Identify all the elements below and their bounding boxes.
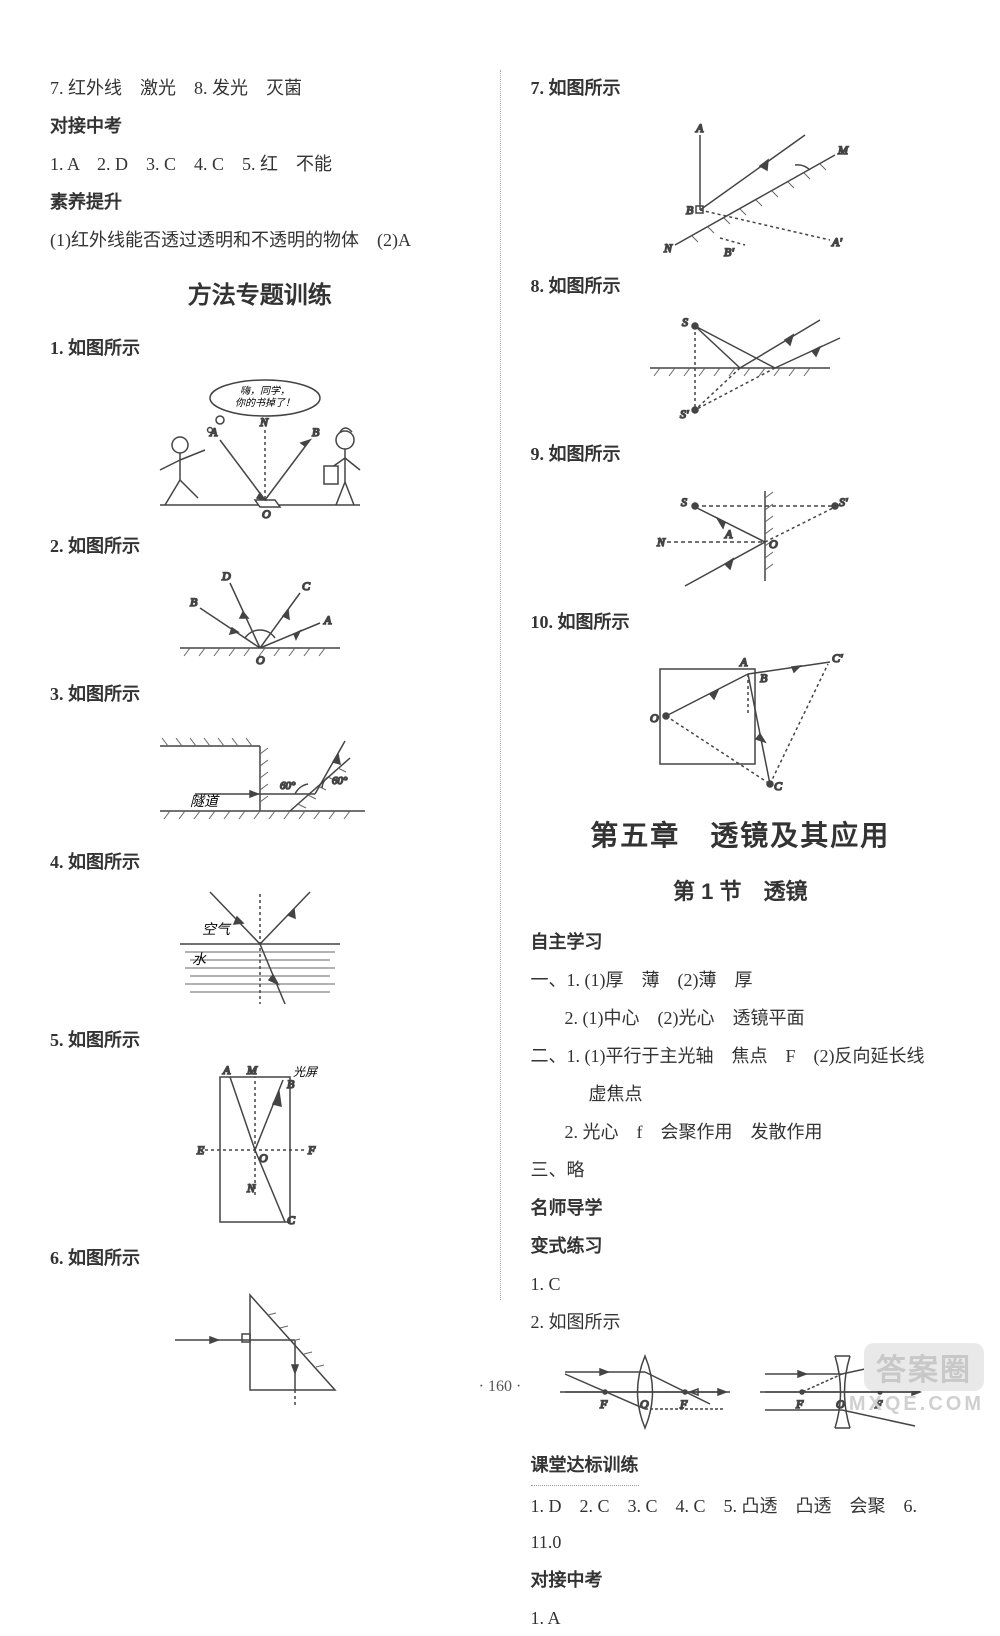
figure-8: S S' <box>620 308 860 428</box>
svg-text:N: N <box>656 535 666 549</box>
svg-text:F: F <box>795 1397 804 1411</box>
text-line: 虚焦点 <box>531 1076 951 1112</box>
text-line: 1. C <box>531 1266 951 1302</box>
text-line: 2. 光心 f 会聚作用 发散作用 <box>531 1114 951 1150</box>
svg-text:60°: 60° <box>332 775 348 787</box>
svg-text:N: N <box>246 1181 256 1195</box>
svg-text:A: A <box>724 527 733 541</box>
chapter-title: 第五章 透镜及其应用 <box>531 808 951 864</box>
heading-msdx: 名师导学 <box>531 1190 951 1226</box>
svg-text:S': S' <box>680 407 689 421</box>
figure-1: O N A B <box>110 370 410 520</box>
question-6: 6. 如图所示 <box>50 1240 470 1276</box>
svg-text:隧道: 隧道 <box>190 794 220 810</box>
question-1: 1. 如图所示 <box>50 330 470 366</box>
text-line: 三、略 <box>531 1152 951 1188</box>
svg-text:M: M <box>246 1063 258 1077</box>
svg-text:D: D <box>221 569 231 583</box>
svg-text:M: M <box>837 143 849 157</box>
right-column: 7. 如图所示 N M A <box>531 70 951 1300</box>
figure-7: N M A A' B B' <box>620 110 860 260</box>
heading-djzk: 对接中考 <box>50 108 470 144</box>
svg-text:A: A <box>695 121 704 135</box>
text-line: 2. 如图所示 <box>531 1304 951 1340</box>
figure-2: O B D A C <box>150 568 370 668</box>
svg-text:C: C <box>287 1213 296 1227</box>
text-line: 7. 红外线 激光 8. 发光 灭菌 <box>50 70 470 106</box>
question-8: 8. 如图所示 <box>531 268 951 304</box>
svg-text:N: N <box>663 241 673 255</box>
svg-text:B': B' <box>724 245 734 259</box>
svg-text:B: B <box>287 1077 295 1091</box>
svg-text:空气: 空气 <box>202 922 232 938</box>
text-line: (1)红外线能否透过透明和不透明的物体 (2)A <box>50 222 470 258</box>
svg-text:B: B <box>190 595 198 609</box>
question-9: 9. 如图所示 <box>531 436 951 472</box>
svg-text:O: O <box>650 711 659 725</box>
svg-text:60°: 60° <box>280 780 296 792</box>
svg-text:O: O <box>256 653 265 667</box>
watermark: 答案圈 MXQE.COM <box>849 1343 984 1416</box>
subsection-title: 第 1 节 透镜 <box>531 870 951 914</box>
column-divider <box>500 70 501 1300</box>
heading-zzxx: 自主学习 <box>531 924 951 960</box>
text-line: 1. D 2. C 3. C 4. C 5. 凸透 凸透 会聚 6. 11.0 <box>531 1488 951 1560</box>
text-line: 1. A 2. D 3. C 4. C 5. 红 不能 <box>50 146 470 182</box>
question-5: 5. 如图所示 <box>50 1022 470 1058</box>
figure-9: S S' N O A <box>625 476 855 596</box>
question-7: 7. 如图所示 <box>531 70 951 106</box>
figure-4: 空气 水 <box>160 884 360 1014</box>
heading-djzk2: 对接中考 <box>531 1562 951 1598</box>
heading-syts: 素养提升 <box>50 184 470 220</box>
svg-text:A: A <box>739 655 748 669</box>
svg-text:F: F <box>599 1397 608 1411</box>
svg-text:A': A' <box>831 235 842 249</box>
svg-text:O: O <box>262 507 271 520</box>
figure-5: E F O A M B N C 光屏 <box>175 1062 345 1232</box>
svg-text:E: E <box>196 1143 205 1157</box>
svg-text:N: N <box>259 415 269 429</box>
svg-text:B: B <box>760 671 768 685</box>
svg-text:你的书掉了！: 你的书掉了！ <box>235 397 295 409</box>
svg-text:C: C <box>302 579 311 593</box>
text-line: 2. (1)中心 (2)光心 透镜平面 <box>531 1000 951 1036</box>
svg-text:A: A <box>222 1063 231 1077</box>
svg-text:S: S <box>682 315 688 329</box>
figure-10: O A B C' C <box>620 644 860 794</box>
question-4: 4. 如图所示 <box>50 844 470 880</box>
text-line: 二、1. (1)平行于主光轴 焦点 F (2)反向延长线 <box>531 1038 951 1074</box>
svg-text:B: B <box>312 425 320 439</box>
svg-text:O: O <box>836 1397 845 1411</box>
svg-text:A: A <box>323 613 332 627</box>
watermark-bottom: MXQE.COM <box>849 1393 984 1416</box>
question-10: 10. 如图所示 <box>531 604 951 640</box>
heading-ktdb: 课堂达标训练 <box>531 1447 951 1486</box>
section-title: 方法专题训练 <box>50 272 470 320</box>
svg-text:光屏: 光屏 <box>293 1065 319 1079</box>
svg-text:C': C' <box>832 651 843 665</box>
text-line: 一、1. (1)厚 薄 (2)薄 厚 <box>531 962 951 998</box>
text-line: 1. A <box>531 1600 951 1636</box>
heading-bsxl: 变式练习 <box>531 1228 951 1264</box>
svg-text:嗨，同学，: 嗨，同学， <box>240 385 290 397</box>
question-2: 2. 如图所示 <box>50 528 470 564</box>
svg-text:S': S' <box>839 495 848 509</box>
svg-text:B: B <box>686 203 694 217</box>
figure-3: 60° 60° 隧道 <box>140 716 380 836</box>
left-column: 7. 红外线 激光 8. 发光 灭菌 对接中考 1. A 2. D 3. C 4… <box>50 70 470 1300</box>
svg-text:S: S <box>681 495 687 509</box>
svg-text:F: F <box>307 1143 316 1157</box>
svg-text:C: C <box>774 779 783 793</box>
question-3: 3. 如图所示 <box>50 676 470 712</box>
watermark-top: 答案圈 <box>864 1343 984 1391</box>
svg-text:水: 水 <box>192 952 207 968</box>
